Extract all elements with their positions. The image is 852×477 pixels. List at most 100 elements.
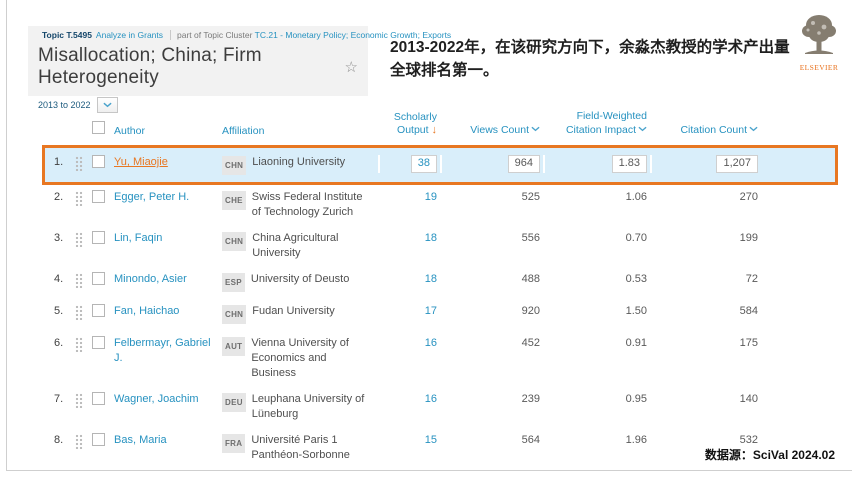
author-link[interactable]: Wagner, Joachim	[114, 393, 199, 405]
drag-handle-icon[interactable]	[75, 155, 92, 176]
cluster-prefix: part of Topic Cluster	[177, 30, 253, 40]
row-rank: 1.	[54, 156, 64, 168]
scholarly-output-value[interactable]: 17	[424, 305, 437, 317]
scholarly-output-value[interactable]: 15	[424, 434, 437, 446]
table-body: 1. Yu, Miaojie CHN Liaoning University 3…	[42, 145, 838, 469]
col-header-citation-count[interactable]: Citation Count	[650, 123, 761, 137]
row-checkbox[interactable]	[92, 272, 105, 285]
elsevier-logo-text: ELSEVIER	[799, 63, 839, 72]
favorite-star-icon[interactable]: ☆	[344, 59, 358, 76]
row-checkbox[interactable]	[92, 155, 105, 168]
country-badge: DEU	[222, 393, 246, 412]
affiliation-name: Fudan University	[252, 305, 335, 317]
row-checkbox[interactable]	[92, 392, 105, 405]
topic-cluster-link[interactable]: TC.21 - Monetary Policy; Economic Growth…	[254, 30, 452, 40]
row-rank: 3.	[54, 232, 64, 244]
author-link[interactable]: Egger, Peter H.	[114, 191, 190, 203]
row-rank: 6.	[54, 337, 64, 349]
views-count-value: 556	[521, 232, 540, 244]
chevron-down-icon[interactable]	[638, 126, 647, 132]
row-checkbox[interactable]	[92, 433, 105, 446]
table-row: 6. Felbermayr, Gabriel J. AUT Vienna Uni…	[45, 331, 835, 387]
citation-count-value: 1,207	[716, 155, 758, 173]
author-link[interactable]: Bas, Maria	[114, 434, 167, 446]
table-row: 3. Lin, Faqin CHN China Agricultural Uni…	[45, 226, 835, 267]
drag-handle-icon[interactable]	[75, 304, 92, 325]
citation-count-value: 532	[739, 434, 758, 446]
country-badge: CHN	[222, 156, 247, 175]
table-row: 7. Wagner, Joachim DEU Leuphana Universi…	[45, 387, 835, 428]
select-all-checkbox[interactable]	[92, 121, 105, 134]
col-header-author[interactable]: Author	[114, 125, 145, 137]
col-header-scholarly-output[interactable]: Scholarly Output ↓	[393, 111, 438, 136]
row-rank: 8.	[54, 434, 64, 446]
table-header-row: Author Affiliation Scholarly Output ↓ Vi…	[45, 110, 835, 146]
fwci-value: 1.83	[611, 155, 647, 173]
drag-handle-icon[interactable]	[75, 231, 92, 252]
drag-handle-icon[interactable]	[75, 392, 92, 413]
page-title: Misallocation; China; Firm Heterogeneity	[38, 45, 262, 88]
country-badge: AUT	[222, 337, 246, 356]
table-row: 1. Yu, Miaojie CHN Liaoning University 3…	[42, 145, 838, 185]
author-link[interactable]: Lin, Faqin	[114, 232, 163, 244]
scholarly-output-value[interactable]: 19	[424, 191, 437, 203]
citation-count-value: 270	[739, 191, 758, 203]
row-rank: 4.	[54, 273, 64, 285]
analyze-in-grants-link[interactable]: Analyze in Grants	[95, 30, 164, 40]
drag-handle-icon[interactable]	[75, 433, 92, 454]
row-checkbox[interactable]	[92, 231, 105, 244]
annotation-text: 2013-2022年，在该研究方向下，余淼杰教授的学术产出量全球排名第一。	[390, 39, 790, 80]
scholarly-output-value[interactable]: 16	[424, 337, 437, 349]
views-count-value: 920	[521, 305, 540, 317]
table-row: 8. Bas, Maria FRA Université Paris 1 Pan…	[45, 428, 835, 469]
topic-id-label: Topic T.5495	[42, 30, 92, 40]
table-row: 5. Fan, Haichao CHN Fudan University 17 …	[45, 299, 835, 331]
country-badge: CHN	[222, 232, 247, 251]
author-ranking-table: Author Affiliation Scholarly Output ↓ Vi…	[42, 110, 838, 469]
citation-count-value: 199	[739, 232, 758, 244]
row-rank: 5.	[54, 305, 64, 317]
author-link[interactable]: Yu, Miaojie	[114, 156, 168, 168]
data-source-note: 数据源：SciVal 2024.02	[704, 448, 835, 462]
fwci-value: 1.06	[625, 191, 647, 203]
chevron-down-icon[interactable]	[531, 126, 540, 132]
chevron-down-icon[interactable]	[749, 126, 758, 132]
year-dropdown-button[interactable]	[96, 97, 118, 113]
affiliation-name: Université Paris 1 Panthéon-Sorbonne	[251, 434, 350, 461]
drag-handle-icon[interactable]	[75, 190, 92, 211]
scholarly-output-value[interactable]: 18	[424, 232, 437, 244]
country-badge: CHN	[222, 305, 247, 324]
fwci-value: 1.50	[625, 305, 647, 317]
topic-cluster-text: part of Topic Cluster TC.21 - Monetary P…	[170, 30, 451, 40]
author-link[interactable]: Minondo, Asier	[114, 273, 187, 285]
row-checkbox[interactable]	[92, 336, 105, 349]
affiliation-name: University of Deusto	[250, 273, 350, 285]
year-range-label[interactable]: 2013 to 2022	[38, 100, 91, 110]
scholarly-output-value[interactable]: 18	[424, 273, 437, 285]
chevron-down-icon	[102, 102, 112, 108]
row-rank: 2.	[54, 191, 64, 203]
col-header-views-count[interactable]: Views Count	[440, 123, 543, 137]
affiliation-name: Leuphana University of Lüneburg	[251, 393, 365, 420]
drag-handle-icon[interactable]	[75, 272, 92, 293]
row-rank: 7.	[54, 393, 64, 405]
country-badge: CHE	[222, 191, 246, 210]
drag-handle-icon[interactable]	[75, 336, 92, 357]
col-header-affiliation[interactable]: Affiliation	[222, 125, 265, 137]
scholarly-output-value[interactable]: 16	[424, 393, 437, 405]
row-checkbox[interactable]	[92, 190, 105, 203]
citation-count-value: 72	[745, 273, 758, 285]
col-header-fwci[interactable]: Field-Weighted Citation Impact	[565, 110, 647, 136]
row-checkbox[interactable]	[92, 304, 105, 317]
author-link[interactable]: Felbermayr, Gabriel J.	[114, 337, 211, 364]
country-badge: FRA	[222, 434, 246, 453]
fwci-value: 0.95	[625, 393, 647, 405]
fwci-value: 0.91	[625, 337, 647, 349]
views-count-value: 488	[521, 273, 540, 285]
sort-desc-icon[interactable]: ↓	[431, 124, 438, 136]
views-count-value: 525	[521, 191, 540, 203]
author-link[interactable]: Fan, Haichao	[114, 305, 180, 317]
views-count-value: 452	[521, 337, 540, 349]
citation-count-value: 175	[739, 337, 758, 349]
scholarly-output-value[interactable]: 38	[410, 155, 437, 173]
